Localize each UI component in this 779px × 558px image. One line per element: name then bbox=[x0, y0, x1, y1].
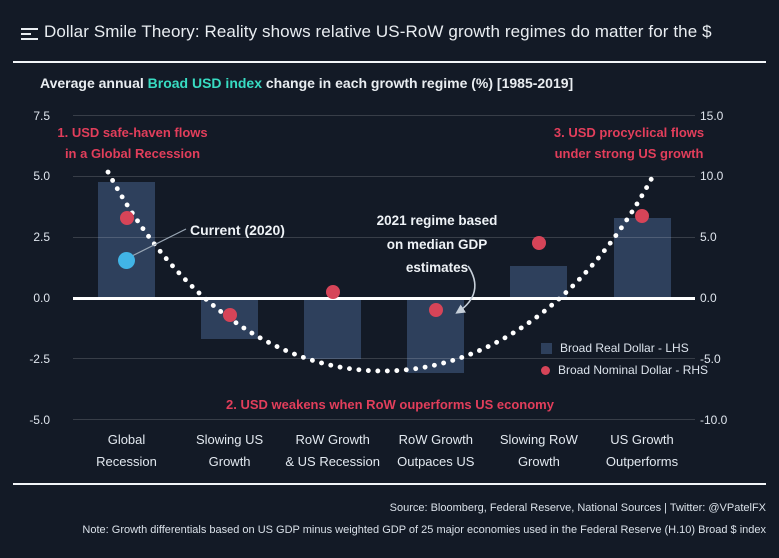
footer-divider bbox=[13, 483, 766, 485]
chart-subtitle: Average annual Broad USD index change in… bbox=[40, 75, 573, 91]
bar-rowgrowth-usrecession bbox=[304, 298, 362, 359]
x-axis-label-line: US Growth bbox=[610, 432, 674, 447]
x-axis-label-line: RoW Growth bbox=[398, 432, 473, 447]
annotation-2021-estimate: 2021 regime based on median GDP estimate… bbox=[352, 209, 522, 280]
current-2020-label: Current (2020) bbox=[190, 222, 285, 238]
left-axis-tick: 5.0 bbox=[33, 169, 50, 184]
x-axis-label: Slowing RoW Growth bbox=[474, 429, 604, 473]
x-axis-label: RoW Growth & US Recession bbox=[268, 429, 398, 473]
left-axis-tick: 7.5 bbox=[33, 108, 50, 123]
x-axis-label: Slowing US Growth bbox=[165, 429, 295, 473]
menu-icon-bar bbox=[21, 33, 31, 35]
annotation-regime-3: 3. USD procyclical flows under strong US… bbox=[535, 122, 723, 164]
annotation-2021-line3: estimates bbox=[405, 260, 469, 275]
legend-label-nominal: Broad Nominal Dollar - RHS bbox=[558, 363, 709, 377]
subtitle-prefix: Average annual bbox=[40, 75, 148, 91]
dot-swatch-icon bbox=[541, 365, 550, 375]
right-axis-tick: 10.0 bbox=[700, 169, 724, 184]
subtitle-highlight: Broad USD index bbox=[147, 75, 262, 91]
right-axis-tick: 15.0 bbox=[700, 108, 724, 123]
annotation-regime-3-line1: 3. USD procyclical flows bbox=[553, 125, 705, 140]
menu-icon[interactable] bbox=[21, 28, 38, 40]
menu-icon-bar bbox=[21, 28, 38, 30]
annotation-2021-line1: 2021 regime based bbox=[376, 213, 498, 228]
title-divider bbox=[13, 61, 766, 63]
left-axis-tick: -5.0 bbox=[29, 412, 50, 427]
gridline bbox=[73, 175, 695, 177]
x-axis-label-line: Slowing RoW bbox=[499, 432, 578, 447]
current-2020-dot bbox=[118, 251, 135, 269]
annotation-regime-2: 2. USD weakens when RoW ouperforms US ec… bbox=[226, 397, 554, 412]
nominal-dollar-dot bbox=[119, 210, 134, 225]
x-axis-label-line: Outperforms bbox=[605, 454, 679, 469]
x-axis-label-line: Global bbox=[107, 432, 146, 447]
legend-item-real-dollar: Broad Real Dollar - LHS bbox=[541, 337, 708, 359]
x-axis-label: Global Recession bbox=[62, 429, 192, 473]
footer-note: Note: Growth differentials based on US G… bbox=[82, 524, 766, 536]
left-axis-tick: 2.5 bbox=[33, 230, 50, 245]
x-axis-label-line: Outpaces US bbox=[397, 454, 475, 469]
right-axis-tick: -5.0 bbox=[700, 351, 721, 366]
legend-label-real: Broad Real Dollar - LHS bbox=[560, 341, 689, 355]
x-axis-label-line: Recession bbox=[96, 454, 157, 469]
gridline bbox=[73, 419, 695, 421]
footer-source: Source: Bloomberg, Federal Reserve, Nati… bbox=[389, 502, 766, 514]
page-title: Dollar Smile Theory: Reality shows relat… bbox=[44, 22, 712, 41]
right-axis-tick: 5.0 bbox=[700, 230, 717, 245]
x-axis-label-line: RoW Growth bbox=[295, 432, 370, 447]
annotation-regime-1: 1. USD safe-haven flows in a Global Rece… bbox=[37, 122, 228, 164]
zero-gridline bbox=[73, 296, 695, 300]
x-axis-label-line: Growth bbox=[517, 454, 560, 469]
x-axis-label-line: Growth bbox=[208, 454, 251, 469]
legend-item-nominal-dollar: Broad Nominal Dollar - RHS bbox=[541, 359, 708, 381]
nominal-dollar-dot bbox=[325, 284, 340, 299]
nominal-dollar-dot bbox=[531, 236, 546, 251]
annotation-regime-1-line1: 1. USD safe-haven flows bbox=[57, 125, 208, 140]
bar-swatch-icon bbox=[541, 342, 552, 354]
right-axis-tick: 0.0 bbox=[700, 291, 717, 305]
x-axis-label: US Growth Outperforms bbox=[577, 429, 707, 473]
menu-icon-bar bbox=[21, 38, 38, 40]
bar-global-recession bbox=[98, 182, 155, 298]
annotation-2021-line2: on median GDP bbox=[386, 236, 488, 252]
bar-usgrowth-outperforms bbox=[613, 217, 671, 298]
left-axis-tick: 0.0 bbox=[33, 291, 50, 305]
annotation-regime-3-line2: under strong US growth bbox=[554, 146, 704, 161]
right-axis-tick: -10.0 bbox=[700, 412, 728, 427]
nominal-dollar-dot bbox=[222, 308, 237, 323]
x-axis-label-line: & US Recession bbox=[285, 454, 381, 469]
nominal-dollar-dot bbox=[428, 303, 443, 318]
x-axis-label-line: Slowing US bbox=[195, 432, 264, 447]
gridline bbox=[73, 115, 695, 117]
chart-legend: Broad Real Dollar - LHS Broad Nominal Do… bbox=[541, 337, 708, 381]
left-axis-tick: -2.5 bbox=[29, 351, 50, 366]
x-axis-label: RoW Growth Outpaces US bbox=[371, 429, 501, 473]
annotation-regime-1-line2: in a Global Recession bbox=[64, 146, 201, 161]
subtitle-suffix: change in each growth regime (%) [1985-2… bbox=[262, 75, 574, 91]
